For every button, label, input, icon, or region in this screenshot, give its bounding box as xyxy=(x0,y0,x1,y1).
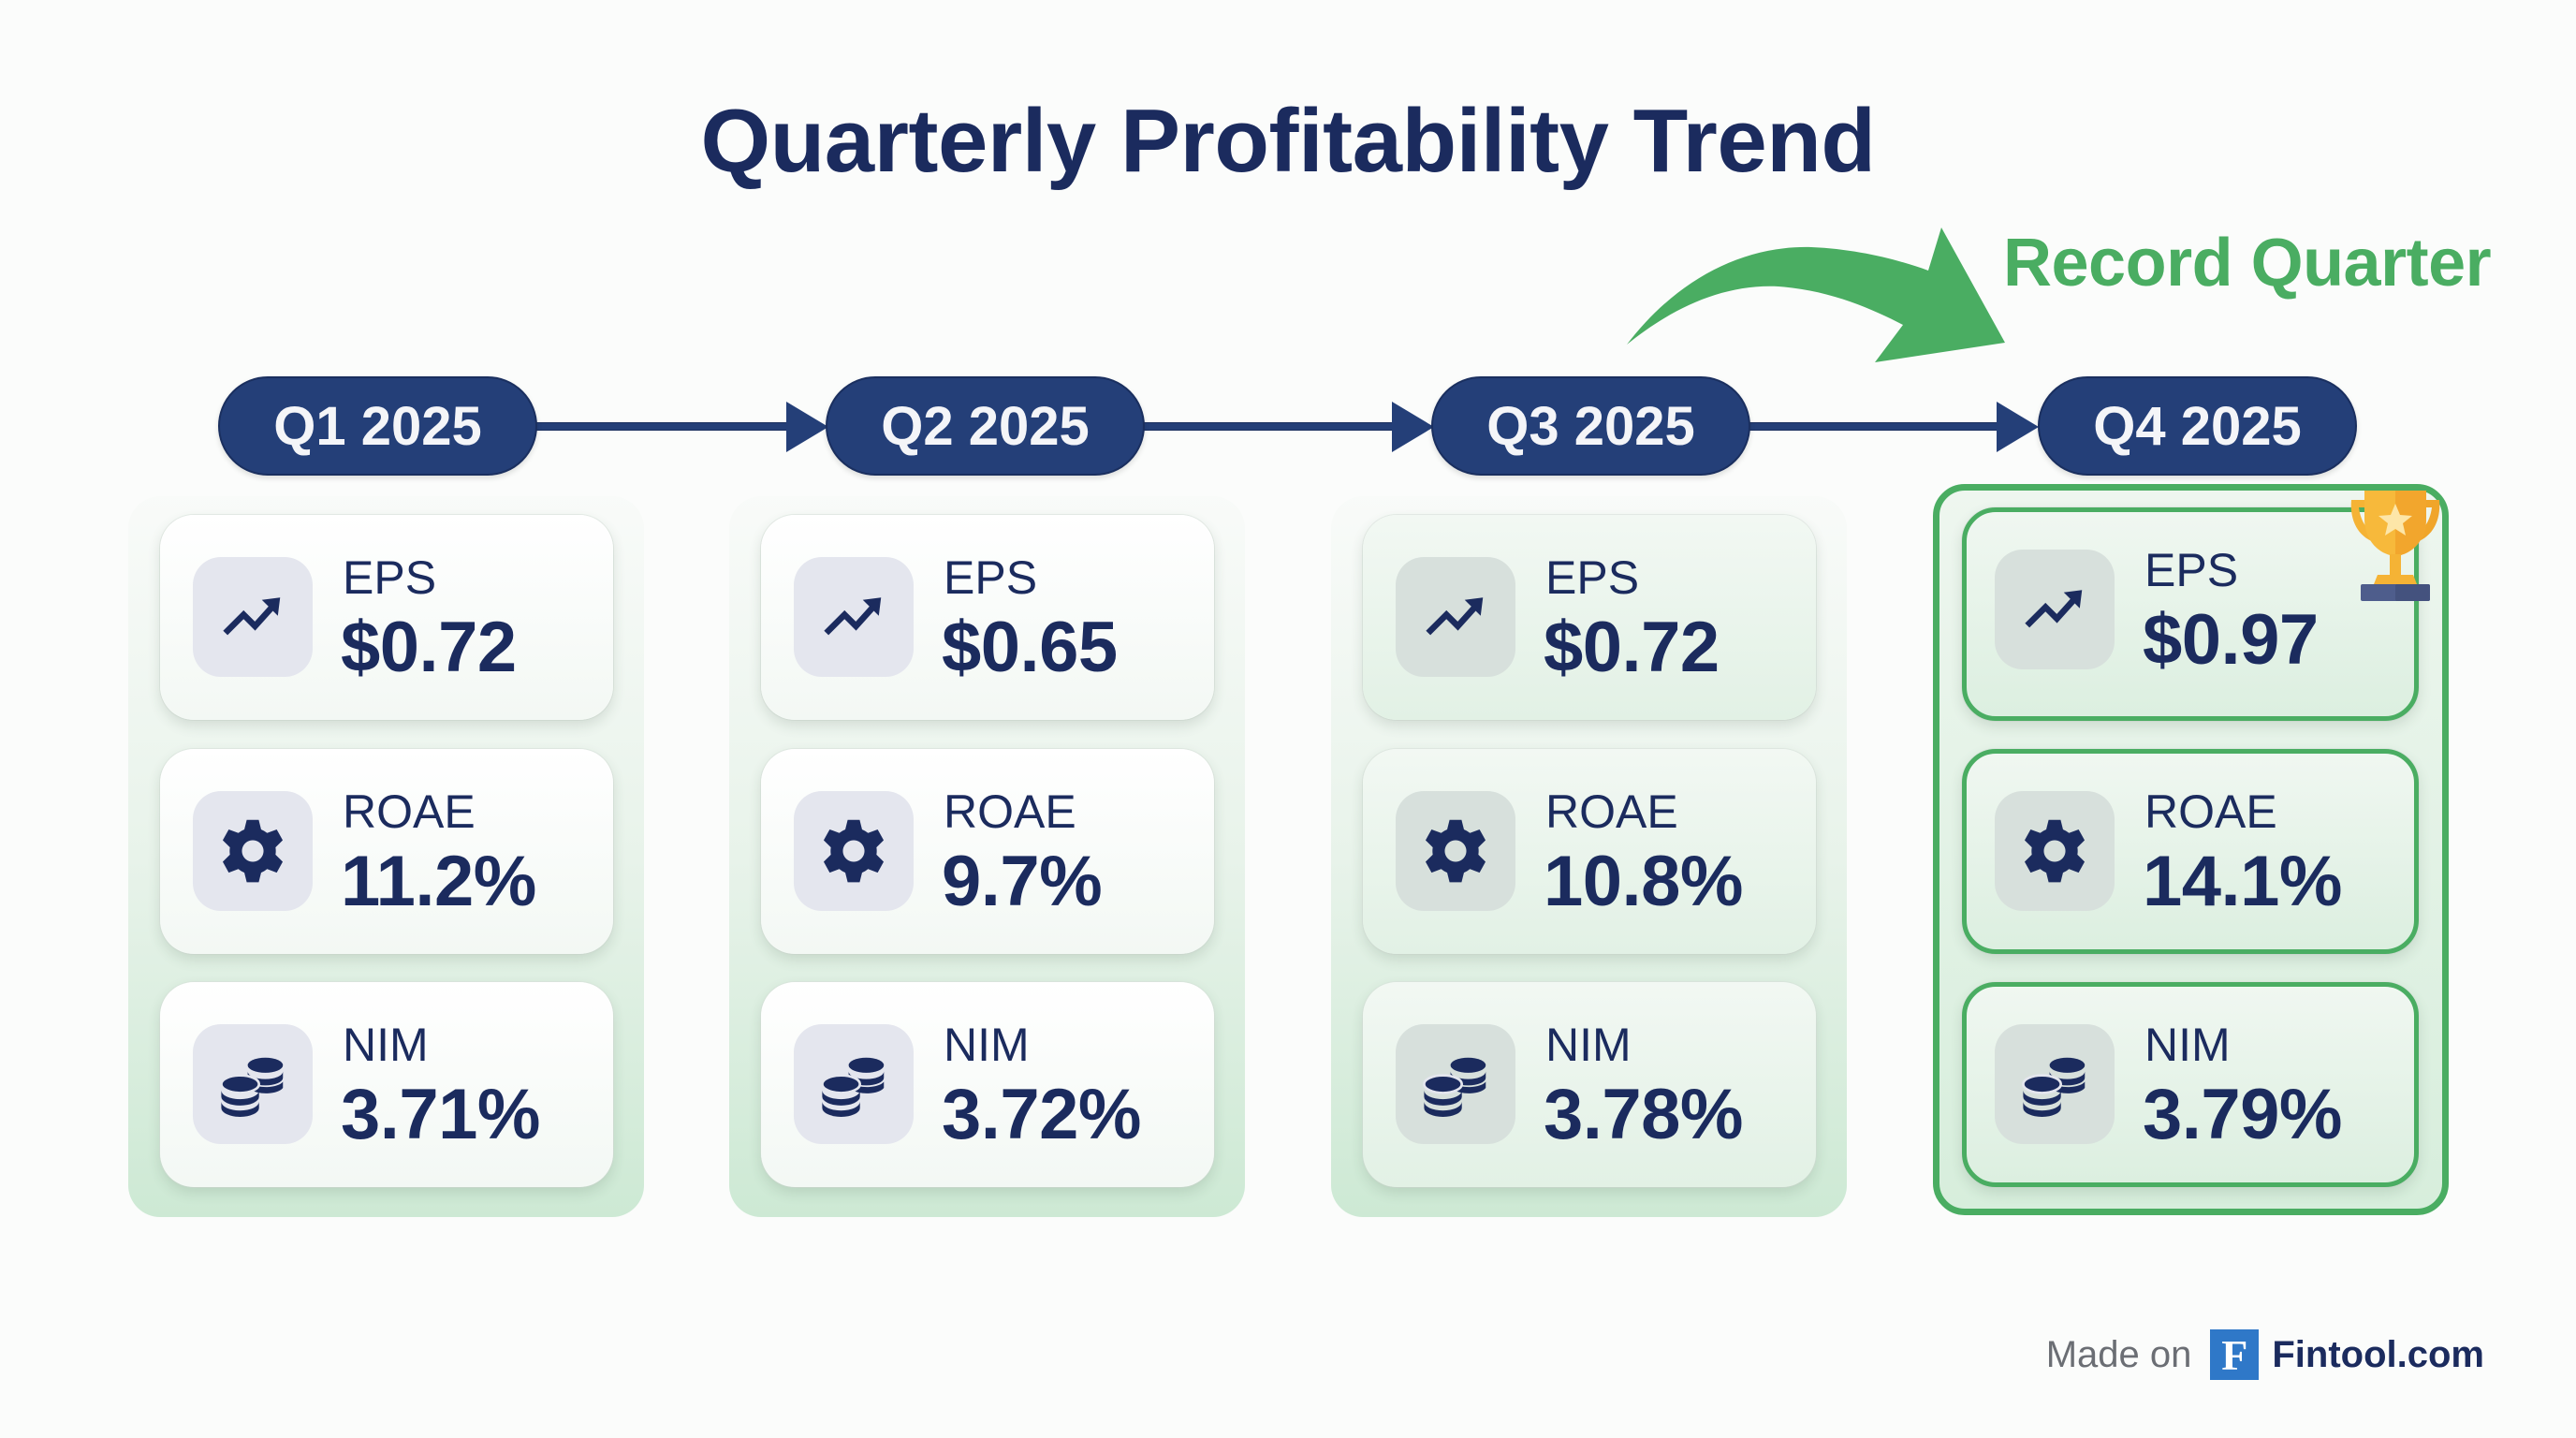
metric-value: 9.7% xyxy=(942,842,1103,921)
metric-label: NIM xyxy=(944,1019,1030,1071)
metric-value: $0.97 xyxy=(2143,600,2319,680)
gear-icon xyxy=(193,791,313,911)
metric-label: NIM xyxy=(1545,1019,1632,1071)
fintool-brand-link[interactable]: Fintool.com xyxy=(2272,1333,2484,1375)
coins-icon xyxy=(1995,1024,2115,1144)
metric-card-eps: EPS $0.72 xyxy=(1363,515,1816,720)
footer-branding: Made on F Fintool.com xyxy=(2046,1329,2484,1380)
fintool-logo-icon: F xyxy=(2210,1329,2260,1380)
timeline-connector xyxy=(1141,422,1396,431)
metric-value: $0.65 xyxy=(942,608,1118,687)
quarter-pill-q3: Q3 2025 xyxy=(1431,376,1750,476)
metric-label: ROAE xyxy=(343,785,476,838)
metric-value: $0.72 xyxy=(341,608,517,687)
metric-card-roae: ROAE 10.8% xyxy=(1363,749,1816,954)
metric-value: $0.72 xyxy=(1544,608,1720,687)
metric-value: 3.72% xyxy=(942,1075,1142,1154)
metric-card-nim: NIM 3.71% xyxy=(160,982,613,1187)
coins-icon xyxy=(193,1024,313,1144)
record-quarter-label: Record Quarter xyxy=(2003,226,2492,301)
made-on-text: Made on xyxy=(2045,1333,2192,1375)
gear-icon xyxy=(1995,791,2115,911)
quarter-pill-q1: Q1 2025 xyxy=(218,376,537,476)
metric-value: 10.8% xyxy=(1544,842,1744,921)
trend-up-icon xyxy=(1995,550,2115,669)
coins-icon xyxy=(794,1024,914,1144)
metric-card-nim: NIM 3.72% xyxy=(761,982,1214,1187)
metric-value: 11.2% xyxy=(341,842,536,921)
timeline-arrowhead-icon xyxy=(1392,402,1434,452)
timeline-arrowhead-icon xyxy=(1997,402,2039,452)
page-title: Quarterly Profitability Trend xyxy=(700,91,1876,191)
trophy-icon xyxy=(2350,491,2440,601)
timeline-connector xyxy=(1749,422,1999,431)
trend-up-icon xyxy=(193,557,313,677)
metric-card-eps-highlighted: EPS $0.97 xyxy=(1962,507,2419,721)
metric-value: 3.79% xyxy=(2143,1075,2343,1154)
metric-card-eps: EPS $0.65 xyxy=(761,515,1214,720)
metric-card-roae: ROAE 11.2% xyxy=(160,749,613,954)
metric-label: EPS xyxy=(944,551,1038,604)
trend-up-icon xyxy=(1396,557,1515,677)
metric-label: NIM xyxy=(343,1019,429,1071)
metric-value: 3.71% xyxy=(341,1075,541,1154)
gear-icon xyxy=(794,791,914,911)
metric-label: NIM xyxy=(2144,1019,2231,1071)
metric-card-nim: NIM 3.78% xyxy=(1363,982,1816,1187)
gear-icon xyxy=(1396,791,1515,911)
metric-value: 14.1% xyxy=(2143,842,2343,921)
metric-card-nim-highlighted: NIM 3.79% xyxy=(1962,982,2419,1187)
metric-label: EPS xyxy=(343,551,437,604)
metric-label: EPS xyxy=(1545,551,1640,604)
quarter-pill-q2: Q2 2025 xyxy=(826,376,1145,476)
metric-label: ROAE xyxy=(2144,785,2277,838)
metric-value: 3.78% xyxy=(1544,1075,1744,1154)
metric-card-eps: EPS $0.72 xyxy=(160,515,613,720)
timeline-arrowhead-icon xyxy=(786,402,828,452)
metric-label: ROAE xyxy=(1545,785,1678,838)
metric-label: EPS xyxy=(2144,544,2239,596)
metric-card-roae-highlighted: ROAE 14.1% xyxy=(1962,749,2419,954)
quarter-pill-q4: Q4 2025 xyxy=(2038,376,2357,476)
metric-card-roae: ROAE 9.7% xyxy=(761,749,1214,954)
timeline-connector xyxy=(536,422,789,431)
coins-icon xyxy=(1396,1024,1515,1144)
metric-label: ROAE xyxy=(944,785,1076,838)
trend-up-icon xyxy=(794,557,914,677)
